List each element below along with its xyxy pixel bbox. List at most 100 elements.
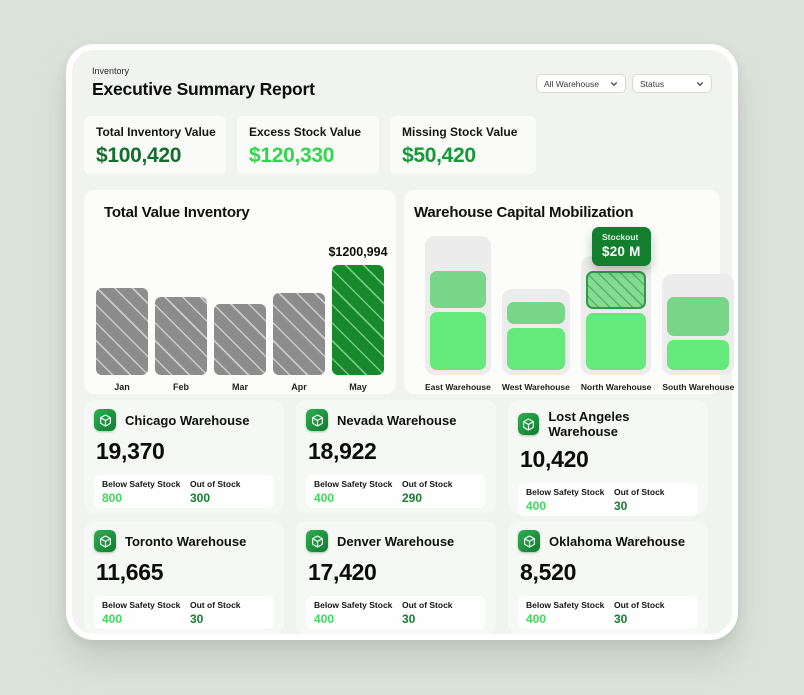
below-safety-stock-value: 400	[526, 499, 547, 513]
bar-value-annotation: $1200,994	[328, 245, 388, 259]
out-of-stock-value: 30	[614, 499, 628, 513]
below-safety-stock-block: Below Safety Stock 400	[102, 600, 190, 626]
chart-bar[interactable]	[273, 293, 325, 375]
chart-bar[interactable]	[332, 265, 384, 375]
warehouse-stock-strip: Below Safety Stock 400 Out of Stock 30	[94, 596, 274, 629]
warehouse-card-header: Lost Angeles Warehouse	[518, 409, 698, 439]
allocated-segment[interactable]	[430, 271, 486, 308]
below-safety-stock-label: Below Safety Stock	[314, 479, 393, 489]
warehouse-name: Denver Warehouse	[337, 533, 455, 549]
warehouse-card: Oklahoma Warehouse 8,520 Below Safety St…	[508, 521, 708, 634]
out-of-stock-label: Out of Stock	[614, 487, 665, 497]
allocated-segment[interactable]	[667, 340, 730, 370]
stat-card: Missing Stock Value $50,420	[390, 116, 536, 174]
warehouse-filter-value: All Warehouse	[544, 78, 599, 89]
stockout-tooltip: Stockout $20 M	[592, 227, 651, 266]
out-of-stock-label: Out of Stock	[402, 600, 453, 610]
package-icon	[94, 530, 116, 552]
warehouse-card: Chicago Warehouse 19,370 Below Safety St…	[84, 400, 284, 513]
allocated-segment[interactable]	[585, 313, 647, 370]
warehouse-column: North Warehouse	[580, 256, 652, 393]
status-filter-dropdown[interactable]: Status	[632, 74, 712, 93]
allocated-segment[interactable]	[430, 312, 486, 370]
bar-column: May $1200,994	[328, 245, 387, 393]
total-value-inventory-chart: Total Value Inventory Jan Feb Mar Apr Ma…	[84, 190, 396, 394]
stat-label: Excess Stock Value	[249, 125, 362, 139]
x-axis-label: Jan	[114, 382, 130, 392]
bar-column: Mar	[214, 304, 266, 393]
below-safety-stock-block: Below Safety Stock 400	[314, 479, 402, 505]
below-safety-stock-label: Below Safety Stock	[102, 600, 181, 610]
capacity-container[interactable]	[501, 289, 570, 375]
bar-column: Apr	[273, 293, 325, 393]
allocated-segment[interactable]	[667, 297, 730, 336]
chart-bar[interactable]	[155, 297, 207, 375]
stat-value: $50,420	[402, 144, 476, 167]
status-filter-value: Status	[640, 78, 665, 89]
x-axis-label: Feb	[172, 382, 189, 392]
out-of-stock-label: Out of Stock	[614, 600, 665, 610]
warehouse-card-header: Oklahoma Warehouse	[518, 530, 698, 552]
charts-row: Total Value Inventory Jan Feb Mar Apr Ma…	[84, 190, 735, 394]
warehouse-card-header: Denver Warehouse	[306, 530, 486, 552]
bar-column: Feb	[155, 297, 207, 393]
stat-label: Total Inventory Value	[96, 125, 216, 139]
below-safety-stock-value: 400	[314, 491, 335, 505]
warehouse-name: Chicago Warehouse	[125, 412, 250, 428]
capacity-container[interactable]	[662, 274, 735, 375]
out-of-stock-label: Out of Stock	[402, 479, 453, 489]
page-title: Executive Summary Report	[92, 79, 315, 99]
stockout-segment[interactable]	[585, 271, 647, 309]
capacity-container[interactable]	[580, 256, 652, 375]
warehouse-column: South Warehouse	[662, 274, 735, 393]
warehouse-card-header: Nevada Warehouse	[306, 409, 486, 431]
warehouse-filter-dropdown[interactable]: All Warehouse	[536, 74, 626, 93]
chart-bar[interactable]	[214, 304, 266, 375]
x-axis-label: West Warehouse	[501, 382, 570, 392]
warehouse-total: 17,420	[308, 559, 377, 585]
warehouse-stock-strip: Below Safety Stock 400 Out of Stock 30	[306, 596, 486, 629]
warehouse-name: Lost Angeles Warehouse	[548, 409, 630, 439]
bar-column: Jan	[96, 288, 148, 393]
warehouse-capital-chart: Warehouse Capital Mobilization East Ware…	[404, 190, 735, 394]
chart-bar[interactable]	[96, 288, 148, 375]
warehouse-card-grid: Chicago Warehouse 19,370 Below Safety St…	[84, 400, 720, 634]
x-axis-label: East Warehouse	[425, 382, 491, 392]
x-axis-label: Apr	[291, 382, 307, 392]
stat-card-row: Total Inventory Value $100,420 Excess St…	[84, 116, 720, 174]
out-of-stock-value: 30	[402, 612, 416, 626]
below-safety-stock-label: Below Safety Stock	[526, 487, 605, 497]
filter-group: All Warehouse Status	[536, 74, 712, 93]
below-safety-stock-block: Below Safety Stock 800	[102, 479, 190, 505]
x-axis-label: May	[349, 382, 367, 392]
out-of-stock-value: 30	[190, 612, 204, 626]
breadcrumb: Inventory	[92, 66, 130, 76]
allocated-segment[interactable]	[506, 302, 565, 324]
warehouse-total: 18,922	[308, 438, 377, 464]
below-safety-stock-label: Below Safety Stock	[314, 600, 393, 610]
chart-title: Total Value Inventory	[104, 204, 250, 221]
warehouse-column: West Warehouse	[501, 289, 570, 393]
below-safety-stock-value: 400	[314, 612, 335, 626]
tooltip-value: $20 M	[602, 244, 641, 259]
warehouse-total: 8,520	[520, 559, 577, 585]
warehouse-column: East Warehouse	[425, 236, 491, 393]
out-of-stock-block: Out of Stock 30	[402, 600, 478, 626]
out-of-stock-block: Out of Stock 300	[190, 479, 266, 505]
out-of-stock-block: Out of Stock 30	[614, 487, 690, 513]
x-axis-label: North Warehouse	[580, 382, 652, 392]
stat-label: Missing Stock Value	[402, 125, 518, 139]
warehouse-total: 10,420	[520, 446, 589, 472]
out-of-stock-value: 290	[402, 491, 423, 505]
below-safety-stock-value: 400	[102, 612, 123, 626]
warehouse-total: 19,370	[96, 438, 165, 464]
column-chart-plot: East Warehouse West Warehouse North Ware…	[404, 223, 735, 393]
warehouse-card: Nevada Warehouse 18,922 Below Safety Sto…	[296, 400, 496, 513]
capacity-container[interactable]	[425, 236, 491, 375]
below-safety-stock-value: 400	[526, 612, 547, 626]
tooltip-label: Stockout	[602, 232, 639, 242]
package-icon	[94, 409, 116, 431]
below-safety-stock-label: Below Safety Stock	[526, 600, 605, 610]
allocated-segment[interactable]	[506, 328, 565, 370]
chevron-down-icon	[610, 81, 618, 86]
